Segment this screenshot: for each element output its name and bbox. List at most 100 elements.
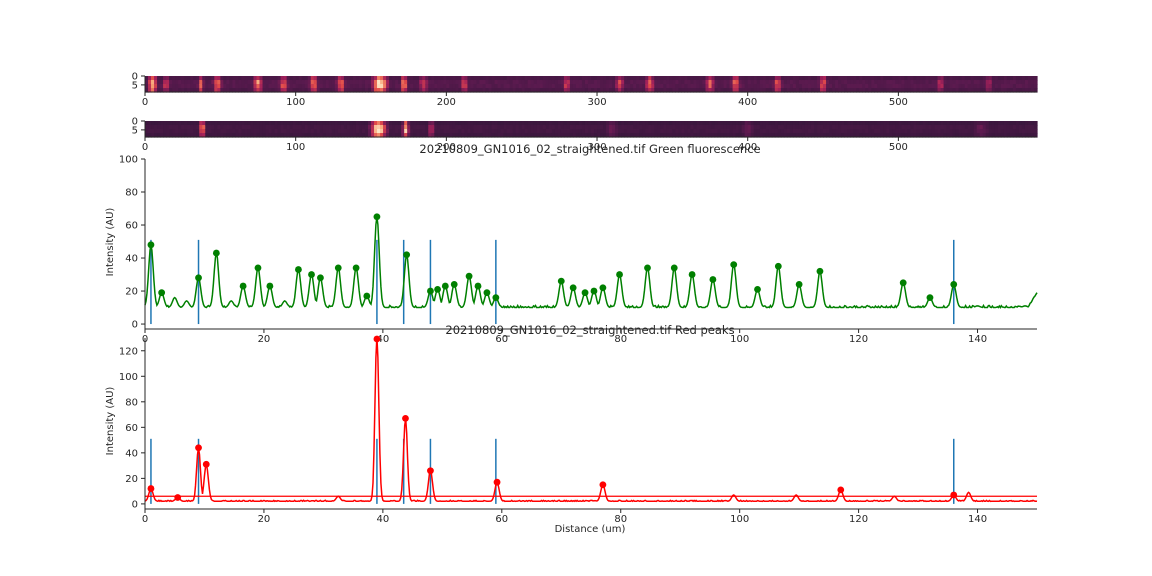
peak-marker [644, 264, 651, 272]
heatmap-cell [503, 88, 508, 93]
heatmap-cell [865, 84, 869, 89]
heatmap-cell [244, 76, 249, 81]
heatmap-cell [892, 133, 896, 138]
heatmap-cell [190, 76, 194, 81]
heatmap-cell [768, 84, 773, 89]
heatmap-cell [584, 80, 589, 85]
heatmap-cell [654, 80, 658, 85]
heatmap-cell [226, 84, 230, 89]
heatmap-cell [268, 133, 273, 138]
heatmap-cell [651, 84, 655, 89]
heatmap-cell [355, 133, 360, 138]
heatmap-cell [844, 133, 848, 138]
heatmap-cell [771, 84, 776, 89]
heatmap-cell [1003, 84, 1008, 89]
peak-marker [569, 284, 577, 292]
heatmap-cell [524, 80, 529, 85]
heatmap-cell [904, 121, 909, 126]
heatmap-cell [666, 121, 670, 126]
heatmap-cell [214, 76, 218, 81]
heatmap-cell [352, 133, 357, 138]
heatmap-cell [211, 125, 215, 130]
heatmap-cell [895, 133, 899, 138]
heatmap-cell [205, 84, 209, 89]
heatmap-cell [678, 88, 683, 93]
heatmap-cell [566, 133, 571, 138]
heatmap-cell [551, 80, 556, 85]
heatmap-cell [786, 121, 791, 126]
heatmap-cell [250, 133, 255, 138]
heatmap-cell [705, 80, 710, 85]
peak-marker [754, 285, 761, 293]
heatmap-cell [211, 88, 215, 93]
heatmap-cell [244, 88, 249, 93]
heatmap-cell [506, 76, 511, 81]
heatmap-cell [247, 80, 252, 85]
heatmap-cell [705, 76, 710, 81]
heatmap-cell [527, 88, 532, 93]
heatmap-cell [575, 80, 580, 85]
heatmap-cell [931, 76, 936, 81]
heatmap-cell [545, 84, 550, 89]
heatmap-cell [814, 80, 818, 85]
heatmap-cell [163, 125, 167, 130]
heatmap-cell [256, 80, 261, 85]
heatmap-cell [660, 133, 664, 138]
x-tick-label: 80 [614, 514, 627, 525]
heatmap-cell [425, 80, 429, 85]
heatmap-cell [925, 84, 930, 89]
heatmap-cell [226, 125, 230, 130]
heatmap-cell [693, 133, 698, 138]
heatmap-cell [184, 80, 188, 85]
heatmap-cell [961, 129, 966, 134]
heatmap-cell [1033, 84, 1038, 89]
heatmap-cell [349, 121, 354, 126]
heatmap-cell [792, 76, 797, 81]
heatmap-cell [600, 125, 604, 130]
heatmap-cell [804, 88, 809, 93]
heatmap-cell [554, 88, 559, 93]
heatmap-cell [997, 88, 1002, 93]
heatmap-cell [560, 129, 565, 134]
heatmap-cell [211, 76, 215, 81]
heatmap-cell [196, 129, 200, 134]
heatmap-cell [310, 84, 315, 89]
heatmap-cell [383, 129, 387, 134]
heatmap-cell [352, 129, 357, 134]
heatmap-cell [554, 125, 559, 130]
heatmap-cell [259, 80, 264, 85]
heatmap-cell [464, 80, 469, 85]
heatmap-cell [705, 129, 710, 134]
heatmap-cell [307, 80, 312, 85]
heatmap-cell [584, 121, 589, 126]
heatmap-cell [711, 133, 716, 138]
heatmap-cell [603, 125, 607, 130]
heatmap-cell [193, 76, 197, 81]
heatmap-cell [940, 121, 945, 126]
heatmap-cell [440, 129, 444, 134]
heatmap-cell [895, 76, 899, 81]
heatmap-cell [1018, 76, 1023, 81]
heatmap-cell [298, 76, 303, 81]
heatmap-cell [512, 80, 517, 85]
heatmap-cell [750, 121, 755, 126]
heatmap-cell [563, 125, 568, 130]
heatmap-cell [271, 84, 276, 89]
heatmap-cell [422, 121, 426, 126]
heatmap-cell [789, 76, 794, 81]
heatmap-cell [530, 76, 535, 81]
heatmap-cell [217, 88, 221, 93]
heatmap-cell [461, 88, 466, 93]
heatmap-cell [500, 80, 505, 85]
heatmap-cell [184, 129, 188, 134]
heatmap-cell [708, 84, 713, 89]
heatmap-cell [259, 125, 264, 130]
heatmap-cell [425, 121, 429, 126]
heatmap-cell [801, 121, 806, 126]
heatmap-cell [901, 121, 906, 126]
heatmap-cell [268, 121, 273, 126]
heatmap-cell [985, 88, 990, 93]
heatmap-cell [823, 88, 827, 93]
green-image-strip-panel: 0 100 200 300 400 500 05 [132, 72, 1038, 108]
heatmap-cell [374, 129, 378, 134]
